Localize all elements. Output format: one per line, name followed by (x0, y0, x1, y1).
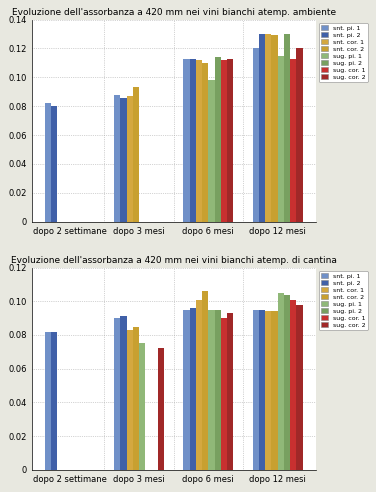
Bar (271, 35, 277, 222)
Bar (253, 48, 259, 222)
Bar (221, 60, 227, 222)
Bar (183, 59, 190, 222)
Bar (196, 300, 202, 470)
Bar (114, 318, 120, 470)
Bar (215, 309, 221, 470)
Bar (290, 300, 296, 470)
Bar (253, 309, 259, 470)
Bar (271, 311, 277, 470)
Bar (120, 97, 127, 222)
Bar (277, 56, 284, 222)
Bar (202, 291, 208, 470)
Bar (158, 348, 164, 470)
Bar (265, 311, 271, 470)
Title: Evoluzione dell'assorbanza a 420 mm nei vini bianchi atemp. di cantina: Evoluzione dell'assorbanza a 420 mm nei … (11, 256, 337, 265)
Bar (183, 309, 190, 470)
Bar (120, 316, 127, 470)
Bar (51, 332, 57, 470)
Bar (190, 59, 196, 222)
Bar (45, 103, 51, 222)
Bar (284, 34, 290, 222)
Bar (51, 106, 57, 222)
Bar (259, 309, 265, 470)
Bar (221, 318, 227, 470)
Bar (215, 57, 221, 222)
Bar (127, 330, 133, 470)
Bar (290, 59, 296, 222)
Title: Evoluzione dell'assorbanza a 420 mm nei vini bianchi atemp. ambiente: Evoluzione dell'assorbanza a 420 mm nei … (12, 8, 336, 17)
Legend: snt. pi. 1, snt. pi. 2, snt. cor. 1, snt. cor. 2, sug. pi. 1, sug. pi. 2, sug. c: snt. pi. 1, snt. pi. 2, snt. cor. 1, snt… (319, 23, 368, 82)
Bar (45, 332, 51, 470)
Bar (208, 309, 215, 470)
Bar (190, 308, 196, 470)
Bar (127, 96, 133, 222)
Bar (114, 94, 120, 222)
Bar (265, 34, 271, 222)
Bar (139, 343, 145, 470)
Bar (133, 327, 139, 470)
Bar (196, 60, 202, 222)
Bar (284, 295, 290, 470)
Bar (259, 34, 265, 222)
Bar (202, 63, 208, 222)
Bar (227, 59, 233, 222)
Bar (227, 313, 233, 470)
Bar (133, 88, 139, 222)
Bar (208, 80, 215, 222)
Bar (296, 48, 303, 222)
Bar (277, 293, 284, 470)
Bar (296, 305, 303, 470)
Legend: snt. pi. 1, snt. pi. 2, snt. cor. 1, snt. cor. 2, sug. pi. 1, sug. pi. 2, sug. c: snt. pi. 1, snt. pi. 2, snt. cor. 1, snt… (319, 271, 368, 331)
